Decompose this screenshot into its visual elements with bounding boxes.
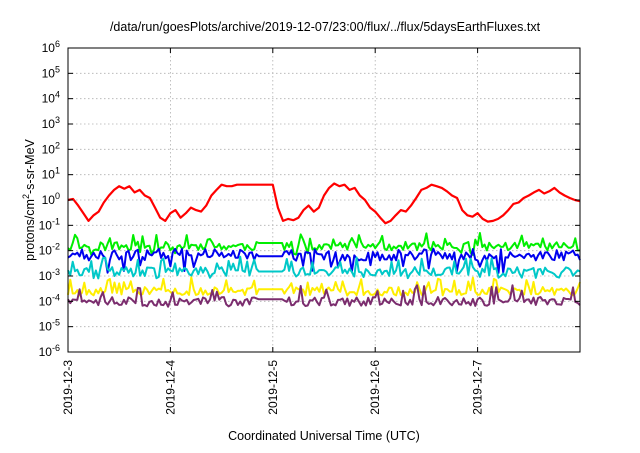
series-line-2 [67,232,581,256]
x-tick-label: 2019-12-4 [163,360,177,415]
y-tick-label: 102 [42,140,60,156]
y-tick-label: 103 [42,115,60,131]
chart-title: /data/run/goesPlots/archive/2019-12-07/2… [110,20,541,34]
y-tick-label: 10-6 [39,343,60,359]
y-tick-label: 10-1 [39,216,60,232]
y-tick-label: 105 [42,64,60,80]
y-tick-label: 10-5 [39,318,60,334]
x-tick-label: 2019-12-7 [471,360,485,415]
y-tick-label: 101 [42,166,60,182]
data-series [67,182,581,308]
series-line-3 [67,247,581,274]
y-tick-label: 10-3 [39,267,60,283]
y-axis-ticks: 106 105 104 103 102 101 100 10-1 10-2 10-3 10-4 10-… [39,39,580,359]
x-axis-title: Coordinated Universal Time (UTC) [228,429,420,443]
x-axis-ticks: 2019-12-3 2019-12-4 2019-12-5 2019-12-6 2019… [61,48,485,415]
series-line-1 [67,182,581,225]
y-tick-label: 10-2 [39,242,60,258]
y-tick-label: 100 [42,191,60,207]
y-axis-title-rest: -s-sr-MeV [23,138,37,194]
y-axis-title-sup: 2 [21,194,31,199]
y-tick-label: 104 [42,90,60,106]
x-tick-label: 2019-12-5 [266,360,280,415]
x-tick-label: 2019-12-3 [61,360,75,415]
x-tick-label: 2019-12-6 [368,360,382,415]
y-tick-label: 106 [42,39,60,55]
series-line-4 [67,255,581,280]
grid [68,48,580,352]
y-axis-title-base: protons/cm [23,199,37,261]
series-line-5 [67,276,581,297]
y-axis-title: protons/cm2-s-sr-MeV [21,138,37,260]
series-line-6 [67,284,581,308]
y-tick-label: 10-4 [39,292,60,308]
